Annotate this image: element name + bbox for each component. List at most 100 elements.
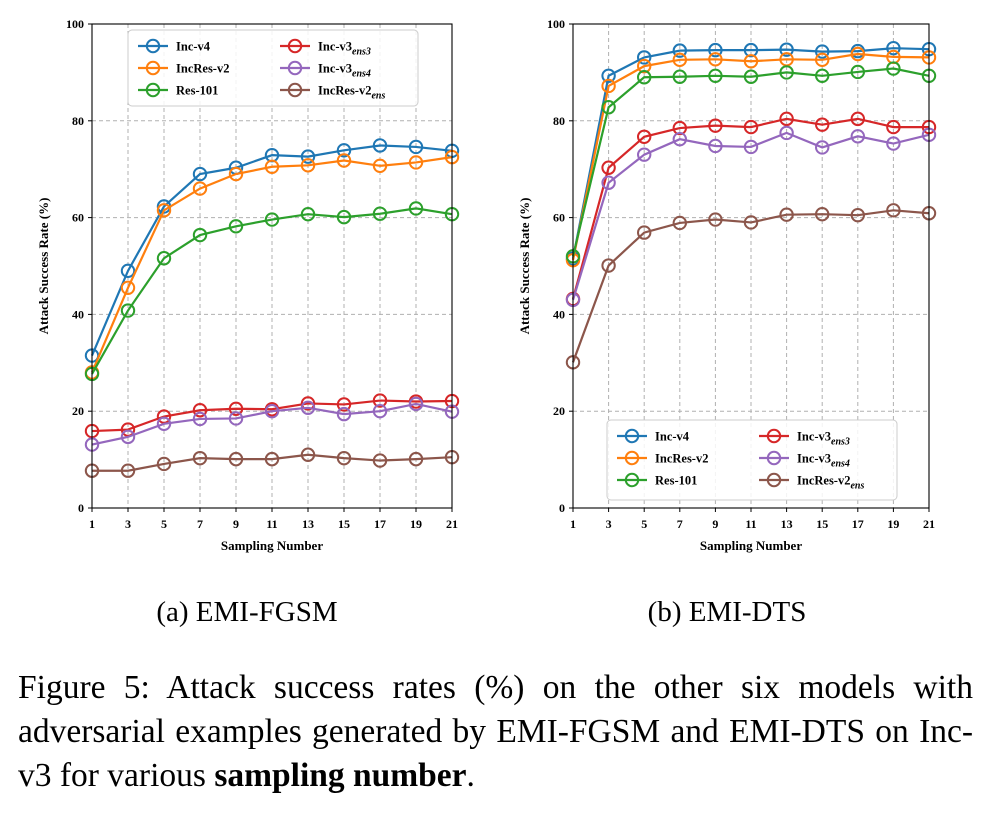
legend-label: Res-101 bbox=[176, 84, 218, 98]
x-tick-label: 7 bbox=[677, 517, 683, 531]
data-point bbox=[743, 42, 759, 58]
data-point bbox=[120, 303, 136, 318]
legend-label: IncRes-v2 bbox=[655, 452, 708, 466]
legend-label: Inc-v4 bbox=[655, 430, 690, 444]
data-point bbox=[637, 58, 652, 74]
legend-item: Inc-v3ens4 bbox=[759, 450, 850, 470]
series-line bbox=[90, 144, 453, 356]
data-point bbox=[637, 225, 652, 240]
series-line bbox=[92, 453, 453, 472]
data-point bbox=[672, 120, 688, 136]
data-point bbox=[708, 212, 723, 227]
legend-item: Res-101 bbox=[138, 82, 218, 98]
data-point bbox=[601, 68, 616, 83]
legend-marker bbox=[287, 60, 303, 76]
data-point bbox=[779, 42, 794, 57]
x-axis-label: Sampling Number bbox=[221, 538, 323, 553]
data-point bbox=[372, 393, 388, 408]
y-tick-label: 60 bbox=[72, 211, 84, 225]
data-point bbox=[264, 212, 280, 227]
y-tick-label: 40 bbox=[553, 307, 565, 321]
data-point bbox=[372, 138, 388, 153]
data-point bbox=[120, 280, 136, 295]
data-point bbox=[601, 100, 616, 115]
data-point bbox=[336, 143, 352, 158]
series-line bbox=[571, 117, 929, 300]
x-tick-label: 13 bbox=[781, 517, 793, 531]
y-axis-label: Attack Success Rate (%) bbox=[517, 198, 532, 335]
chart-emi-fgsm: 1 3 5 7 9 11 13 15 17 19 21 0 20 40 60 80 100 Sampling Nu… bbox=[0, 0, 497, 580]
data-point bbox=[408, 451, 424, 467]
x-tick-label: 9 bbox=[233, 517, 239, 531]
x-tick-label: 21 bbox=[923, 517, 935, 531]
data-point bbox=[120, 263, 136, 279]
data-point bbox=[156, 251, 172, 266]
legend-label: Inc-v3ens3 bbox=[797, 430, 850, 448]
x-tick-label: 19 bbox=[410, 517, 422, 531]
x-tick-label: 11 bbox=[266, 517, 277, 531]
data-point bbox=[850, 129, 865, 144]
data-point bbox=[672, 69, 688, 84]
y-axis-label: Attack Success Rate (%) bbox=[36, 198, 51, 335]
data-point bbox=[815, 117, 830, 132]
series-line bbox=[91, 399, 453, 433]
caption-bold: sampling number bbox=[214, 757, 467, 794]
data-point bbox=[300, 447, 316, 462]
data-point bbox=[743, 215, 759, 230]
series-inc-v4 bbox=[565, 41, 937, 266]
data-point bbox=[228, 451, 244, 467]
data-point bbox=[192, 227, 208, 243]
legend-label: IncRes-v2ens bbox=[797, 474, 864, 492]
x-tick-label: 17 bbox=[852, 517, 864, 531]
data-point bbox=[192, 181, 208, 196]
legend: Inc-v4 IncRes-v2 Res-101 Inc-v3ens3 Inc-v3en… bbox=[127, 29, 419, 107]
data-point bbox=[120, 429, 136, 445]
data-point bbox=[708, 118, 723, 133]
data-point bbox=[601, 160, 616, 175]
y-tick-label: 0 bbox=[559, 501, 565, 515]
y-tick-label: 40 bbox=[72, 307, 84, 321]
series-incres-v2 bbox=[84, 149, 460, 380]
series-line bbox=[90, 156, 453, 373]
data-point bbox=[408, 201, 424, 216]
data-point bbox=[264, 404, 280, 419]
subcaption-b: (b) EMI-DTS bbox=[647, 596, 807, 628]
data-point bbox=[886, 136, 901, 151]
legend-label: Inc-v3ens3 bbox=[318, 40, 371, 58]
data-point bbox=[743, 54, 759, 69]
x-tick-label: 5 bbox=[161, 517, 167, 531]
legend-item: Res-101 bbox=[617, 472, 697, 488]
data-point bbox=[672, 215, 688, 231]
data-point bbox=[779, 207, 794, 222]
data-point bbox=[300, 158, 316, 173]
x-tick-label: 11 bbox=[745, 517, 756, 531]
data-point bbox=[300, 396, 316, 411]
series-line bbox=[571, 47, 930, 259]
x-tick-label: 13 bbox=[302, 517, 314, 531]
data-point bbox=[743, 119, 759, 135]
data-point bbox=[815, 44, 830, 59]
legend-label: IncRes-v2 bbox=[176, 62, 229, 76]
series-line bbox=[571, 52, 930, 261]
series-res-101 bbox=[84, 201, 460, 382]
data-point bbox=[886, 41, 901, 56]
data-point bbox=[192, 411, 208, 427]
data-point bbox=[336, 153, 352, 168]
data-point bbox=[408, 155, 424, 170]
legend-item: IncRes-v2 bbox=[138, 60, 229, 76]
data-point bbox=[637, 129, 652, 144]
data-point bbox=[120, 463, 136, 478]
series-res-101 bbox=[565, 61, 937, 264]
x-tick-label: 15 bbox=[338, 517, 350, 531]
x-tick-label: 19 bbox=[887, 517, 899, 531]
data-point bbox=[336, 406, 352, 422]
legend-item: Inc-v3ens3 bbox=[759, 428, 850, 448]
legend-label: Inc-v3ens4 bbox=[797, 452, 850, 470]
legend-item: Inc-v3ens3 bbox=[280, 38, 371, 58]
x-tick-label: 1 bbox=[570, 517, 576, 531]
legend-marker bbox=[766, 450, 782, 466]
data-point bbox=[850, 46, 865, 62]
data-point bbox=[708, 52, 723, 67]
data-point bbox=[228, 411, 244, 426]
